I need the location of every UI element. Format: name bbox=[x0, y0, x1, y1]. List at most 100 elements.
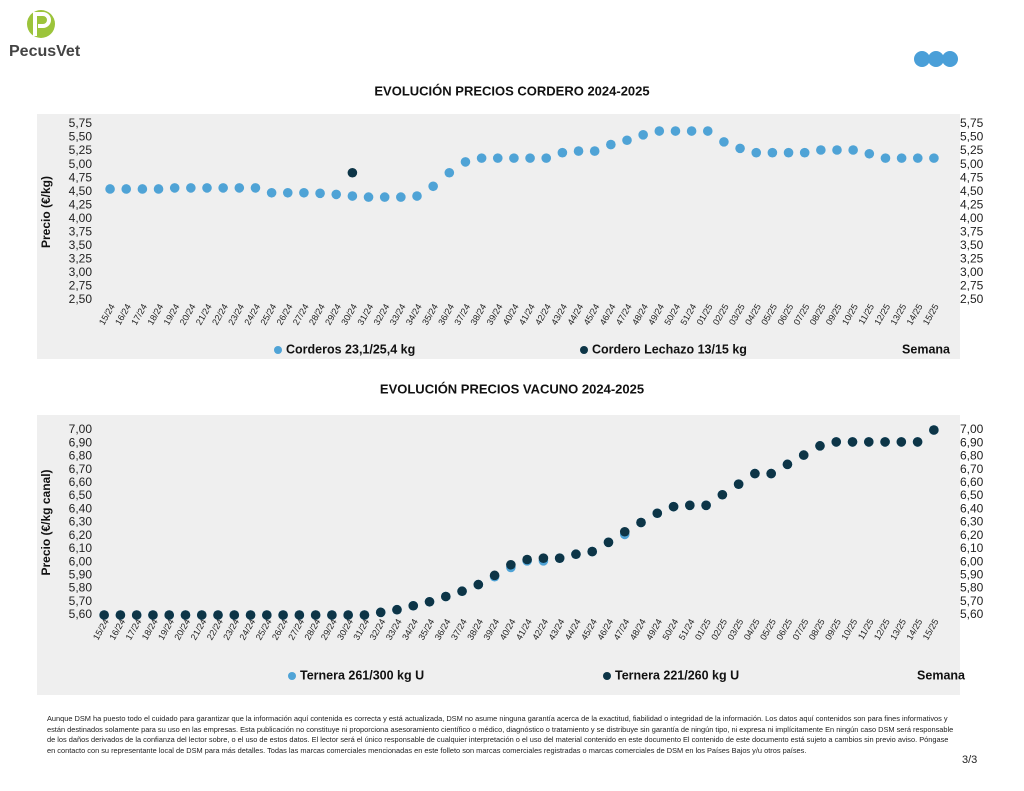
data-point bbox=[148, 610, 158, 620]
data-point bbox=[522, 554, 532, 565]
data-point bbox=[408, 600, 419, 611]
data-point bbox=[573, 146, 584, 156]
data-point bbox=[863, 437, 874, 447]
data-point bbox=[509, 153, 519, 163]
data-point bbox=[327, 610, 337, 620]
y2-tick-label: 5,60 bbox=[960, 607, 984, 621]
data-point bbox=[444, 167, 455, 178]
y2-tick-label: 4,50 bbox=[960, 184, 984, 198]
y2-tick-label: 3,50 bbox=[960, 238, 984, 252]
data-point bbox=[815, 441, 825, 451]
data-point bbox=[213, 610, 223, 620]
y-tick-label: 5,75 bbox=[69, 116, 93, 130]
data-point bbox=[375, 607, 386, 618]
y2-tick-label: 6,60 bbox=[960, 475, 984, 489]
y-tick-label: 4,00 bbox=[69, 211, 93, 225]
y-tick-label: 6,90 bbox=[69, 435, 93, 449]
data-point bbox=[619, 526, 630, 537]
data-point bbox=[331, 189, 342, 200]
y-tick-label: 2,75 bbox=[69, 279, 93, 293]
data-point bbox=[831, 437, 842, 447]
y-tick-label: 3,50 bbox=[69, 238, 93, 252]
data-point bbox=[506, 559, 516, 570]
y-tick-label: 6,50 bbox=[69, 488, 93, 502]
x-axis-label: Semana bbox=[902, 342, 951, 356]
data-point bbox=[169, 183, 180, 193]
y2-tick-label: 6,10 bbox=[960, 541, 984, 555]
y2-tick-label: 2,75 bbox=[960, 279, 984, 293]
data-point bbox=[685, 500, 695, 511]
data-point bbox=[343, 610, 353, 620]
data-point bbox=[638, 130, 648, 140]
y-tick-label: 2,50 bbox=[69, 292, 93, 306]
data-point bbox=[571, 549, 581, 560]
data-point bbox=[396, 192, 406, 202]
data-point bbox=[137, 184, 148, 194]
y2-tick-label: 5,70 bbox=[960, 594, 984, 608]
data-point bbox=[636, 517, 646, 528]
data-point bbox=[767, 147, 778, 158]
y2-tick-label: 3,25 bbox=[960, 252, 984, 266]
y-tick-label: 6,00 bbox=[69, 554, 93, 568]
data-point bbox=[557, 147, 568, 158]
data-point bbox=[816, 145, 826, 155]
logo-text: PecusVet bbox=[9, 43, 81, 60]
data-point bbox=[798, 450, 809, 460]
y-tick-label: 5,60 bbox=[69, 607, 93, 621]
data-point bbox=[234, 183, 245, 193]
y2-tick-label: 6,90 bbox=[960, 435, 984, 449]
data-point bbox=[750, 468, 760, 479]
data-point bbox=[492, 153, 503, 163]
y2-tick-label: 2,50 bbox=[960, 292, 984, 306]
y-tick-label: 6,30 bbox=[69, 515, 93, 529]
y-tick-label: 4,25 bbox=[69, 197, 93, 211]
y2-tick-label: 5,25 bbox=[960, 143, 984, 157]
data-point bbox=[766, 468, 776, 479]
data-point bbox=[929, 153, 939, 163]
y-tick-label: 6,60 bbox=[69, 475, 93, 489]
data-point bbox=[525, 153, 535, 163]
y-tick-label: 5,25 bbox=[69, 143, 93, 157]
data-point bbox=[278, 610, 288, 620]
dot bbox=[942, 51, 958, 67]
y2-tick-label: 6,70 bbox=[960, 462, 984, 476]
data-point bbox=[799, 147, 810, 158]
data-point bbox=[864, 148, 875, 159]
data-point bbox=[603, 537, 614, 548]
y2-tick-label: 6,00 bbox=[960, 554, 984, 568]
data-point bbox=[847, 437, 858, 447]
y-tick-label: 4,75 bbox=[69, 170, 93, 184]
data-point bbox=[186, 183, 196, 193]
legend-marker bbox=[603, 672, 611, 680]
data-point bbox=[379, 192, 390, 202]
data-point bbox=[440, 591, 451, 602]
data-point bbox=[310, 610, 321, 620]
y-tick-label: 3,25 bbox=[69, 252, 93, 266]
data-point bbox=[783, 147, 794, 158]
data-point bbox=[164, 610, 175, 620]
y-tick-label: 3,00 bbox=[69, 265, 93, 279]
data-point bbox=[266, 187, 277, 198]
y2-tick-label: 3,75 bbox=[960, 224, 984, 238]
y2-tick-label: 5,50 bbox=[960, 130, 984, 144]
data-point bbox=[412, 191, 422, 201]
data-point bbox=[424, 596, 435, 607]
data-point bbox=[473, 579, 484, 590]
data-point bbox=[229, 610, 240, 620]
data-point bbox=[115, 610, 126, 620]
data-point bbox=[99, 610, 109, 620]
data-point bbox=[686, 126, 697, 136]
y-tick-label: 5,80 bbox=[69, 581, 93, 595]
brand-dots bbox=[914, 51, 958, 67]
legend-label: Cordero Lechazo 13/15 kg bbox=[592, 342, 747, 356]
logo-glyph bbox=[33, 12, 51, 36]
y2-tick-label: 4,25 bbox=[960, 197, 984, 211]
legend-marker bbox=[288, 672, 296, 680]
logo: PecusVet bbox=[9, 10, 81, 60]
data-point bbox=[299, 187, 309, 198]
data-point bbox=[541, 153, 552, 163]
data-point bbox=[218, 183, 228, 193]
